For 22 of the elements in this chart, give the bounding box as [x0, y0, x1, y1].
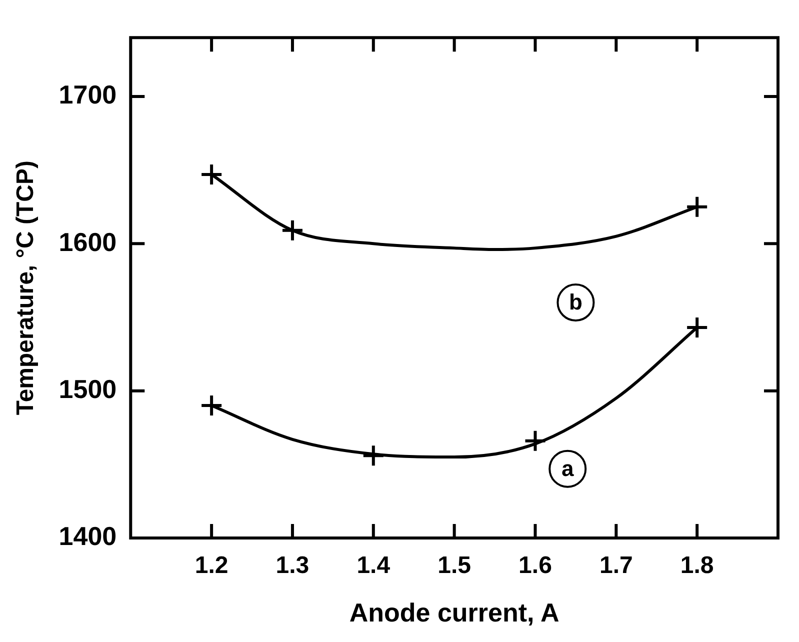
point: [200, 394, 224, 418]
x-tick-label: 1.7: [599, 552, 633, 580]
x-tick-label: 1.4: [356, 552, 391, 580]
annotation: b: [568, 290, 582, 315]
y-tick-label: 1500: [58, 374, 117, 404]
annotation: a: [561, 456, 574, 481]
point: [686, 316, 709, 340]
point: [280, 218, 304, 242]
point: [686, 195, 709, 218]
y-axis-title: Temperature, °C (TCP): [12, 160, 40, 416]
point: [524, 429, 547, 452]
y-tick-label: 1700: [58, 80, 117, 110]
point: [362, 444, 385, 468]
x-axis-title: Anode current, A: [349, 598, 560, 628]
x-tick-label: 1.2: [194, 552, 228, 580]
x-tick-label: 1.6: [518, 552, 552, 580]
y-tick-label: 1600: [58, 226, 117, 257]
point: [200, 162, 224, 186]
x-tick-label: 1.5: [438, 552, 472, 580]
y-tick-label: 1400: [58, 521, 117, 552]
x-tick-label: 1.3: [276, 552, 310, 580]
x-tick-label: 1.8: [680, 552, 714, 580]
